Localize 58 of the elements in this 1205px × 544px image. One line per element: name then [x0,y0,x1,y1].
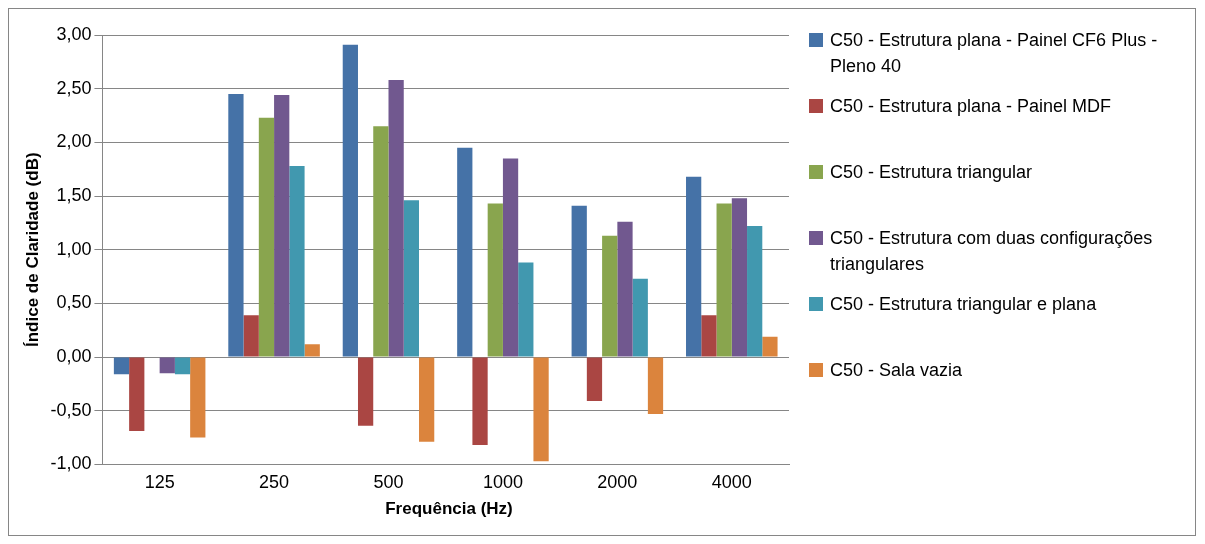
x-tick-label: 1000 [482,472,523,493]
bar [190,357,206,438]
bar [304,344,320,357]
bar [113,357,130,375]
legend-label: C50 - Estrutura plana - Painel MDF [830,95,1112,118]
y-tick-label: 2,00 [56,131,92,152]
bar [502,158,519,357]
y-tick-label: 2,50 [56,77,92,98]
bar [602,235,618,357]
bar [403,200,420,357]
legend-label: C50 - Estrutura com duas configurações triangulares [830,227,1154,276]
bar [731,198,748,357]
bar [357,357,374,426]
bar [487,203,503,357]
bar [716,203,732,357]
bar [533,357,549,462]
bar [274,95,290,357]
y-tick-label: 1,00 [56,238,92,259]
x-tick-label: 125 [144,472,175,493]
bar [647,357,664,414]
bar [686,176,702,357]
bar [632,278,648,357]
bar [342,44,358,357]
x-tick-label: 500 [373,472,404,493]
bar [258,117,275,357]
x-tick-label: 4000 [711,472,752,493]
bar [457,147,473,357]
bar [472,357,488,446]
bar [586,357,603,402]
legend-label: C50 - Estrutura plana - Painel CF6 Plus - Pleno 40 [830,29,1159,78]
y-tick-label: -1,00 [50,453,92,474]
bar [243,315,259,357]
legend-label: C50 - Estrutura triangular [830,161,1033,184]
bar [571,205,587,357]
bar [747,226,763,357]
bar [518,262,534,357]
bar [174,357,191,375]
x-axis-title: Frequência (Hz) [384,499,514,519]
bar [617,221,633,357]
y-tick-label: -0,50 [50,399,92,420]
bar [159,357,175,374]
y-tick-label: 0,50 [56,292,92,313]
y-tick-label: 0,00 [56,346,92,367]
x-tick-label: 250 [259,472,290,493]
bar [129,357,145,432]
y-tick-label: 3,00 [56,23,92,44]
y-axis-title: Índice de Claridade (dB) [22,152,42,347]
bar [228,94,244,357]
x-tick-label: 2000 [597,472,638,493]
bar [373,126,389,357]
legend-label: C50 - Estrutura triangular e plana [830,293,1097,316]
bar [701,315,717,357]
bar [419,357,435,442]
bar [388,80,404,357]
y-tick-label: 1,50 [56,184,92,205]
legend-label: C50 - Sala vazia [830,359,963,382]
bar [289,165,305,357]
bar [762,336,778,357]
